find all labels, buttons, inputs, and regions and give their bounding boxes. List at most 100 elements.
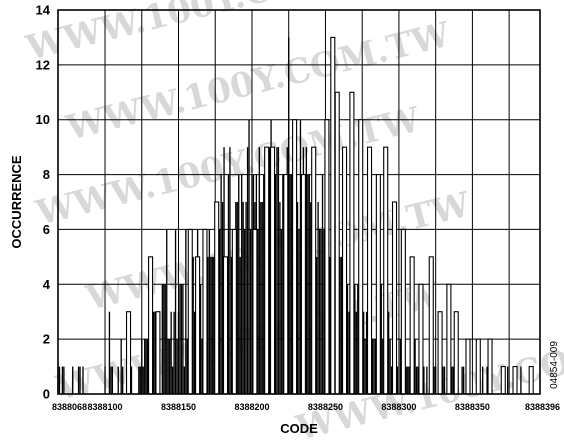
histogram-bar xyxy=(192,256,194,394)
histogram-bar xyxy=(182,284,184,394)
histogram-bar xyxy=(213,256,215,394)
histogram-bar xyxy=(185,229,187,394)
hollow-bar xyxy=(358,119,364,395)
histogram-bar xyxy=(268,147,271,394)
x-tick-label: 8388396 xyxy=(525,402,560,412)
hollow-bar xyxy=(125,311,132,395)
histogram-bar xyxy=(176,339,178,394)
histogram-bar xyxy=(130,366,133,394)
histogram-bar xyxy=(308,174,310,394)
histogram-bar xyxy=(171,366,174,394)
histogram-bar xyxy=(167,339,169,394)
histogram-bar xyxy=(251,174,253,394)
histogram-bar xyxy=(307,174,309,394)
hollow-bar xyxy=(409,256,415,395)
hollow-bar xyxy=(330,36,336,395)
histogram-bar xyxy=(282,174,284,394)
hollow-bar xyxy=(155,311,161,395)
hollow-bar xyxy=(475,338,481,395)
histogram-bar xyxy=(154,311,156,394)
histogram-bar xyxy=(390,366,393,394)
histogram-bar xyxy=(110,366,112,394)
histogram-bar xyxy=(423,366,425,394)
histogram-bar xyxy=(218,229,221,394)
histogram-bar xyxy=(108,311,111,394)
hollow-bar xyxy=(148,256,154,395)
histogram-bar xyxy=(58,366,61,394)
y-tick-label: 0 xyxy=(43,387,50,402)
histogram-bar xyxy=(280,229,283,394)
hollow-bar xyxy=(383,146,389,395)
hollow-bar xyxy=(446,283,452,395)
histogram-bar xyxy=(317,202,319,394)
histogram-bar xyxy=(263,174,265,394)
hollow-bar xyxy=(195,256,201,395)
histogram-bar xyxy=(117,366,119,394)
histogram-bar xyxy=(305,147,308,394)
histogram-bar xyxy=(276,147,278,394)
histogram-bar xyxy=(63,366,65,394)
histogram-bar xyxy=(354,284,356,394)
histogram-bar xyxy=(179,284,181,394)
histogram-bar xyxy=(77,366,80,394)
histogram-bar xyxy=(220,174,222,394)
histogram-bar xyxy=(180,284,183,394)
histogram-bar xyxy=(355,311,357,394)
y-tick-label: 4 xyxy=(43,277,51,292)
hollow-bar xyxy=(465,338,471,395)
histogram-bar xyxy=(339,256,341,394)
histogram-bar xyxy=(194,311,196,394)
y-tick-labels: 0 2 4 6 8 10 12 14 xyxy=(36,3,51,402)
histogram-bar xyxy=(227,174,230,394)
histogram-bar xyxy=(242,202,244,394)
histogram-bar xyxy=(315,256,318,394)
histogram-bar xyxy=(201,339,203,394)
histogram-bar xyxy=(277,147,280,394)
histogram-bar xyxy=(373,339,375,394)
histogram-bar xyxy=(248,119,250,394)
histogram-bar xyxy=(407,366,409,394)
histogram-bar xyxy=(380,284,382,394)
histogram-bar xyxy=(461,366,463,394)
histogram-bar xyxy=(82,366,84,394)
histogram-bar xyxy=(211,256,213,394)
histogram-bar xyxy=(261,202,263,394)
histogram-bar xyxy=(279,202,281,394)
hollow-bar xyxy=(187,228,193,395)
hollow-bar xyxy=(512,366,518,395)
histogram-bar xyxy=(296,202,299,394)
histogram-bar xyxy=(170,311,172,394)
histogram-bar xyxy=(146,339,149,394)
histogram-bar xyxy=(243,229,246,394)
x-tick-label: 8388150 xyxy=(161,402,196,412)
histogram-bar xyxy=(318,229,321,394)
y-tick-label: 12 xyxy=(36,57,50,72)
histogram-bar xyxy=(435,366,437,394)
histogram-bar xyxy=(166,229,168,394)
histogram-bar xyxy=(364,339,366,394)
histogram-bar xyxy=(169,339,171,394)
histogram-bar xyxy=(387,311,390,394)
x-tick-label: 8388350 xyxy=(455,402,490,412)
hollow-bar xyxy=(264,146,270,395)
hollow-bar xyxy=(349,91,355,395)
histogram-bar xyxy=(199,284,202,394)
hollow-bar xyxy=(487,338,493,395)
hollow-bar xyxy=(222,256,229,395)
histogram-bar xyxy=(144,339,146,394)
histogram-bar xyxy=(274,174,277,394)
histogram-bar xyxy=(299,119,302,394)
histogram-bar xyxy=(396,366,399,394)
histogram-bar xyxy=(374,339,377,394)
histogram-bar xyxy=(298,229,300,394)
histogram-bar xyxy=(320,229,322,394)
histogram-bar xyxy=(221,202,224,394)
histogram-bar xyxy=(183,366,186,394)
histogram-bar xyxy=(348,311,350,394)
hollow-bar xyxy=(334,91,340,395)
histogram-bar xyxy=(520,366,522,394)
y-tick-label: 6 xyxy=(43,222,50,237)
histogram-bar xyxy=(362,311,365,394)
histogram-bar xyxy=(139,366,141,394)
histogram-bar xyxy=(229,147,231,394)
